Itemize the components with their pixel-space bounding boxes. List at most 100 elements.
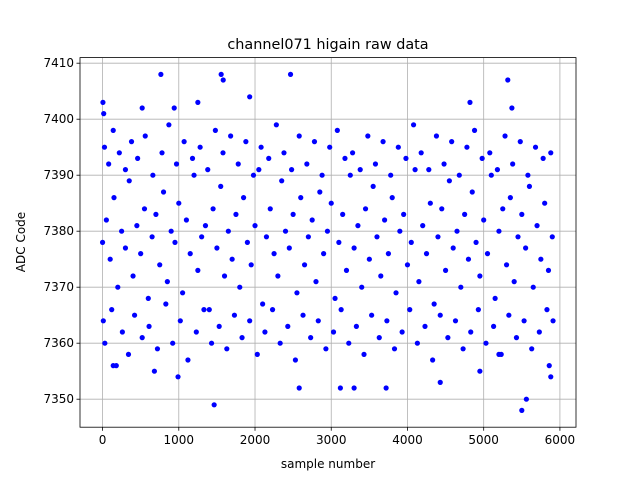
point: [210, 206, 216, 212]
point: [384, 318, 390, 324]
point: [399, 329, 405, 335]
point: [496, 228, 502, 234]
point: [529, 346, 535, 352]
point: [369, 312, 375, 318]
point: [477, 273, 483, 279]
point: [119, 228, 125, 234]
point: [206, 307, 212, 313]
point: [115, 284, 121, 290]
point: [521, 318, 527, 324]
point: [483, 340, 489, 346]
point: [254, 351, 260, 357]
points: [99, 71, 556, 413]
point: [130, 273, 136, 279]
point: [321, 251, 327, 257]
point: [179, 290, 186, 296]
point: [530, 284, 536, 290]
point: [422, 323, 428, 329]
point: [102, 340, 108, 346]
point: [122, 245, 129, 251]
point: [410, 122, 417, 128]
point: [397, 228, 403, 234]
point: [197, 144, 203, 150]
point: [407, 307, 413, 313]
y-tick-label: 7390: [43, 168, 74, 182]
x-tick-label: 1000: [164, 433, 195, 447]
point: [506, 312, 512, 318]
point: [494, 167, 501, 173]
point: [391, 346, 398, 352]
point: [435, 234, 441, 240]
point: [509, 105, 515, 111]
point: [267, 206, 273, 212]
point: [376, 335, 382, 341]
point: [445, 335, 451, 341]
point: [183, 217, 190, 223]
point: [464, 144, 470, 150]
point: [385, 251, 392, 257]
point: [353, 323, 359, 329]
point: [507, 195, 513, 201]
point: [282, 228, 289, 234]
point: [103, 217, 109, 223]
point: [315, 318, 321, 324]
point: [191, 172, 197, 178]
point: [231, 312, 238, 318]
point: [426, 167, 432, 173]
y-axis-label: ADC Code: [14, 212, 28, 272]
point: [467, 99, 473, 105]
point: [319, 172, 325, 178]
point: [349, 150, 356, 156]
point: [450, 245, 456, 251]
point: [305, 234, 311, 240]
point: [323, 346, 329, 352]
point: [475, 307, 481, 313]
point: [292, 357, 299, 363]
point: [301, 262, 308, 268]
point: [484, 251, 491, 257]
point: [229, 256, 235, 262]
x-tick-label: 6000: [545, 433, 576, 447]
point: [111, 195, 117, 201]
point: [248, 262, 254, 268]
point: [134, 223, 140, 229]
point: [513, 335, 520, 341]
point: [357, 167, 363, 173]
point: [317, 189, 323, 195]
x-axis-label: sample number: [281, 457, 375, 471]
point: [503, 262, 510, 268]
point: [239, 335, 245, 341]
point: [189, 155, 196, 161]
point: [205, 167, 211, 173]
point: [181, 139, 187, 145]
point: [100, 99, 106, 105]
point: [488, 172, 494, 178]
point: [195, 99, 201, 105]
point: [351, 385, 357, 391]
point: [218, 71, 224, 77]
point: [107, 256, 113, 262]
y-tick-label: 7360: [43, 336, 74, 350]
point: [139, 335, 145, 341]
point: [153, 211, 159, 217]
point: [138, 251, 144, 257]
x-tick-label: 4000: [392, 433, 423, 447]
point: [225, 228, 231, 234]
point: [110, 127, 116, 133]
point: [534, 223, 540, 229]
point: [532, 144, 539, 150]
point: [109, 307, 115, 313]
point: [256, 167, 262, 173]
point: [214, 245, 220, 251]
point: [262, 329, 268, 335]
point: [286, 245, 292, 251]
point: [427, 200, 433, 206]
point: [332, 295, 338, 301]
point: [383, 385, 389, 391]
point: [247, 318, 253, 324]
point: [266, 155, 272, 161]
point: [550, 318, 556, 324]
point: [296, 133, 302, 139]
